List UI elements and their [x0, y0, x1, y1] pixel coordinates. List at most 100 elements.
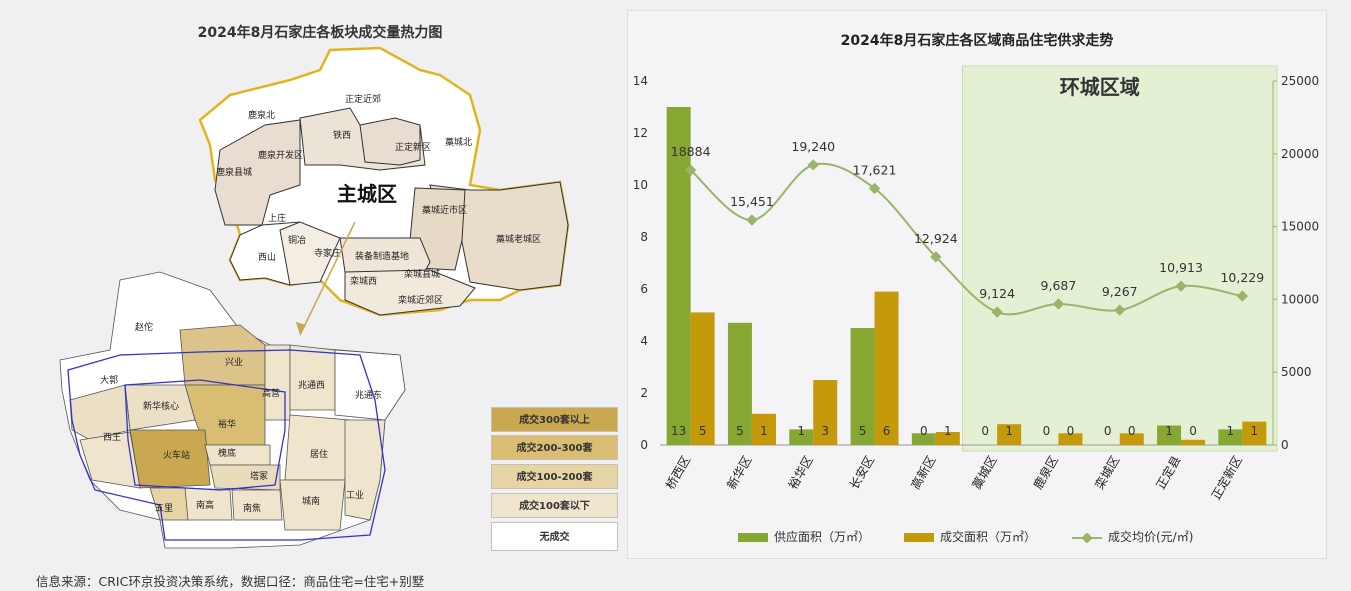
district-label: 高营 [262, 387, 280, 399]
bar-deal [690, 312, 715, 445]
bar-supply-label: 0 [920, 424, 928, 438]
legend-deal: 成交面积（万㎡） [904, 528, 1036, 545]
y-right-tick-label: 20000 [1281, 147, 1319, 161]
y-left-tick-label: 4 [640, 334, 648, 348]
chart-panel: 2024年8月石家庄各区域商品住宅供求走势 环城区域 0 2 4 6 8 10 12 14 0 5… [627, 10, 1327, 559]
highlight-region [962, 65, 1278, 452]
price-label: 12,924 [914, 231, 958, 246]
price-label: 9,687 [1041, 278, 1077, 293]
y-right-tick-label: 25000 [1281, 74, 1319, 88]
district-label: 大郭 [100, 374, 118, 386]
region-label: 铜冶 [288, 234, 306, 246]
arrow-head-icon [296, 322, 306, 335]
bar-deal-label: 1 [1251, 424, 1259, 438]
bar-supply [850, 328, 875, 445]
legend-price-swatch [1072, 531, 1102, 544]
region-label: 鹿泉县城 [216, 166, 252, 178]
y-left-tick-label: 0 [640, 438, 648, 452]
main-city-map [198, 46, 570, 317]
district-label: 火车站 [163, 449, 190, 461]
connector-arrow [299, 221, 356, 336]
region-label: 西山 [258, 252, 276, 263]
price-label: 17,621 [853, 162, 897, 177]
price-label: 18884 [671, 144, 711, 159]
x-tick-label: 裕华区 [785, 453, 816, 492]
bar-deal-label: 0 [1128, 424, 1136, 438]
chart-title: 2024年8月石家庄各区域商品住宅供求走势 [841, 32, 1114, 49]
legend-no-deal: 无成交 [491, 522, 618, 551]
x-tick-label: 桥西区 [663, 454, 693, 492]
x-tick-label: 栾城区 [1091, 453, 1122, 492]
bar-supply-label: 5 [736, 424, 744, 438]
y-right-tick-label: 15000 [1281, 220, 1319, 234]
x-tick-label: 长安区 [846, 453, 877, 492]
bar-supply-label: 5 [859, 424, 867, 438]
bar-supply [1157, 425, 1182, 445]
y-left-tick-label: 2 [640, 386, 648, 400]
region-label: 正定近郊 [345, 93, 381, 105]
district-label: 新华核心 [143, 400, 179, 412]
legend-300-plus: 成交300套以上 [491, 407, 618, 432]
price-label: 15,451 [730, 194, 774, 209]
heatmap-map: 正定近郊 鹿泉北 铁西 正定新区 藁城北 鹿泉开发区 鹿泉县城 藁城近市区 藁城… [59, 46, 570, 549]
bar-deal [1242, 421, 1267, 445]
district-label: 兆通东 [355, 389, 382, 401]
region-label: 栾城近郊区 [398, 294, 443, 306]
x-tick-label: 新华区 [724, 453, 755, 492]
district-label: 工业 [346, 490, 364, 501]
region-label: 栾城县城 [404, 268, 440, 280]
legend-supply-label: 供应面积（万㎡） [774, 530, 871, 544]
bar-deal [1058, 433, 1083, 445]
y-right-tick-label: 5000 [1281, 365, 1312, 379]
y-left-tick-label: 8 [640, 230, 648, 244]
source-note: 信息来源：CRIC环京投资决策系统，数据口径：商品住宅=住宅+别墅 [36, 574, 425, 589]
x-tick-label: 藁城区 [970, 454, 1000, 492]
legend-200-300: 成交200-300套 [491, 435, 618, 460]
district-label: 槐底 [218, 447, 236, 459]
region-label: 正定新区 [395, 141, 431, 153]
bar-supply [789, 429, 814, 445]
legend-supply: 供应面积（万㎡） [738, 528, 870, 545]
bar-supply [1218, 429, 1243, 445]
legend-below-100: 成交100套以下 [491, 493, 618, 518]
region-label: 上庄 [268, 212, 286, 224]
price-label: 9,267 [1102, 284, 1138, 299]
legend-supply-swatch [738, 533, 768, 542]
region-label: 栾城西 [350, 275, 377, 287]
price-point [807, 159, 819, 171]
region-label: 藁城北 [445, 136, 472, 148]
bar-deal-label: 0 [1189, 424, 1197, 438]
map-title: 2024年8月石家庄各板块成交量热力图 [197, 25, 443, 41]
bar-deal-label: 6 [883, 424, 891, 438]
bar-deal-label: 5 [699, 424, 707, 438]
bar-supply-label: 13 [671, 424, 686, 438]
bar-deal [997, 424, 1022, 445]
y-left-tick-label: 12 [633, 126, 648, 140]
price-point [930, 251, 942, 263]
price-point [991, 306, 1003, 318]
price-point [1236, 290, 1249, 302]
district-label: 五里 [155, 503, 173, 514]
bar-supply-label: 1 [1165, 424, 1173, 438]
ring-road-inner [124, 379, 286, 491]
bar-deal [1119, 433, 1144, 445]
y-left-tick-label: 14 [633, 74, 648, 88]
legend-deal-label: 成交面积（万㎡） [940, 530, 1037, 544]
region-label: 藁城近市区 [422, 204, 467, 216]
region-label: 铁西 [333, 129, 351, 141]
district-label: 南高 [196, 499, 214, 511]
district-label: 城南 [302, 495, 320, 507]
y-left-tick-label: 10 [633, 178, 648, 192]
bar-deal [813, 380, 838, 445]
price-point [746, 214, 758, 226]
region-label: 装备制造基地 [355, 250, 409, 262]
bar-supply-label: 1 [1227, 424, 1235, 438]
bar-deal [935, 432, 960, 445]
district-label: 居住 [310, 448, 328, 460]
district-label: 兴业 [225, 357, 243, 368]
x-tick-label: 正定县 [1153, 453, 1184, 492]
x-tick-label: 正定新区 [1208, 453, 1245, 502]
price-point [1175, 280, 1187, 292]
price-point [1114, 304, 1126, 316]
region-label: 藁城老城区 [496, 233, 541, 245]
